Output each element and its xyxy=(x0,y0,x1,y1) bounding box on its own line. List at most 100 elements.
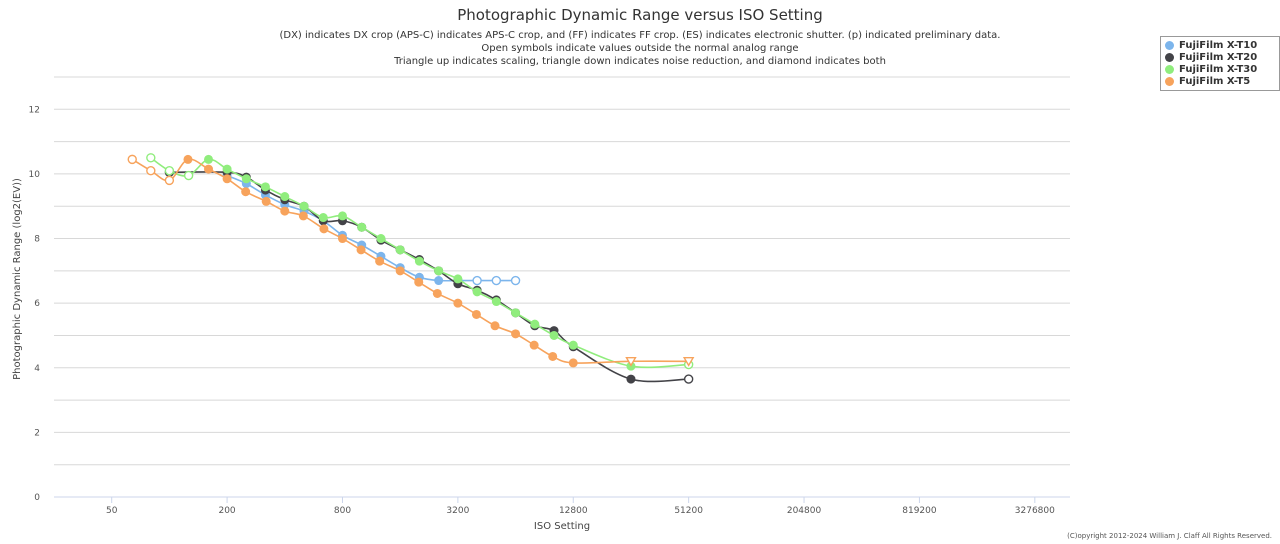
series-line xyxy=(131,158,689,364)
data-point xyxy=(395,245,405,255)
data-point-open xyxy=(164,175,175,186)
x-tick-label: 819200 xyxy=(902,506,937,516)
data-point xyxy=(395,266,405,276)
data-point-triangle xyxy=(625,357,637,367)
data-point xyxy=(414,256,424,266)
legend-item-x-t20[interactable]: FujiFilm X-T20 xyxy=(1165,51,1275,63)
x-axis-title: ISO Setting xyxy=(534,521,590,532)
legend-item-x-t10[interactable]: FujiFilm X-T10 xyxy=(1165,39,1275,51)
data-point xyxy=(298,211,308,221)
legend-label-x-t10: FujiFilm X-T10 xyxy=(1179,39,1258,51)
data-point xyxy=(471,309,481,319)
data-point xyxy=(490,321,500,331)
legend-label-x-t5: FujiFilm X-T5 xyxy=(1179,75,1251,87)
data-point xyxy=(260,182,270,192)
data-point xyxy=(357,222,367,232)
axes: 0 2 4 6 8 10 12 50 200 800 3200 12800 51200 204800 819… xyxy=(29,105,1056,516)
data-point xyxy=(434,266,444,276)
data-point xyxy=(414,277,424,287)
x-tick-label: 50 xyxy=(106,506,118,516)
data-point xyxy=(511,329,521,339)
data-point xyxy=(434,276,444,286)
x-tick-label: 3200 xyxy=(446,506,469,516)
data-point xyxy=(453,274,463,284)
data-point xyxy=(337,211,347,221)
legend-label-x-t30: FujiFilm X-T30 xyxy=(1179,63,1258,75)
chart-subtitle-line-1: (DX) indicates DX crop (APS-C) indicates… xyxy=(279,30,1001,41)
data-point xyxy=(432,288,442,298)
x-tick-label: 204800 xyxy=(787,506,822,516)
data-point-open xyxy=(183,170,194,181)
legend-label-x-t20: FujiFilm X-T20 xyxy=(1179,51,1258,63)
data-point-open xyxy=(146,153,156,163)
data-point xyxy=(511,308,521,318)
data-point xyxy=(376,234,386,244)
data-point xyxy=(204,154,214,164)
series-fujifilm-x-t30 xyxy=(146,153,694,371)
data-point-open xyxy=(683,374,694,384)
data-point xyxy=(319,224,329,234)
legend-item-x-t30[interactable]: FujiFilm X-T30 xyxy=(1165,63,1275,75)
y-axis-title: Photographic Dynamic Range (log2(EV)) xyxy=(12,178,23,380)
x-tick-label: 3276800 xyxy=(1015,506,1055,516)
chart-subtitle-line-3: Triangle up indicates scaling, triangle … xyxy=(394,56,886,67)
legend-swatch-x-t5 xyxy=(1165,76,1174,86)
data-point xyxy=(568,358,578,368)
y-tick-label: 6 xyxy=(34,299,40,309)
data-point-triangle xyxy=(682,357,695,367)
data-point xyxy=(530,319,540,329)
data-point xyxy=(529,340,539,350)
data-point-open xyxy=(472,275,482,286)
data-point xyxy=(241,174,251,184)
series-lines xyxy=(127,153,695,384)
chart-title: Photographic Dynamic Range versus ISO Se… xyxy=(457,6,823,24)
y-tick-label: 12 xyxy=(29,105,40,115)
data-point xyxy=(337,234,347,244)
data-point-open xyxy=(146,165,156,176)
data-point xyxy=(299,201,309,211)
data-point xyxy=(241,187,251,197)
series-line xyxy=(169,171,689,383)
chart-legend: FujiFilm X-T10 FujiFilm X-T20 FujiFilm X… xyxy=(1160,36,1280,91)
data-point xyxy=(549,330,559,340)
legend-swatch-x-t20 xyxy=(1165,52,1174,62)
data-point xyxy=(261,196,271,206)
y-tick-label: 8 xyxy=(34,235,40,245)
data-point xyxy=(280,192,290,202)
data-point-open xyxy=(164,165,175,176)
x-tick-label: 51200 xyxy=(674,506,703,516)
data-point-open xyxy=(491,275,502,286)
grid-lines xyxy=(54,76,1070,498)
series-fujifilm-x-t20 xyxy=(164,167,694,384)
legend-swatch-x-t10 xyxy=(1165,40,1174,50)
y-tick-label: 2 xyxy=(34,428,40,438)
data-point xyxy=(548,351,558,361)
data-point xyxy=(453,298,463,308)
data-point xyxy=(222,174,232,184)
x-tick-label: 200 xyxy=(218,506,235,516)
copyright-notice: (C)opyright 2012-2024 William J. Claff A… xyxy=(1067,532,1272,540)
legend-item-x-t5[interactable]: FujiFilm X-T5 xyxy=(1165,75,1275,87)
data-point-open xyxy=(127,154,137,165)
x-tick-label: 12800 xyxy=(559,506,588,516)
y-tick-label: 0 xyxy=(34,493,40,503)
legend-swatch-x-t30 xyxy=(1165,64,1174,74)
data-point-open xyxy=(510,275,521,286)
series-fujifilm-x-t5 xyxy=(127,154,695,368)
x-tick-label: 800 xyxy=(334,506,351,516)
data-point xyxy=(356,245,366,255)
data-point xyxy=(472,287,482,297)
y-tick-label: 10 xyxy=(29,170,41,180)
data-point xyxy=(183,154,193,164)
chart-subtitle-line-2: Open symbols indicate values outside the… xyxy=(481,43,799,54)
data-point xyxy=(318,213,328,223)
series-line xyxy=(226,174,516,282)
data-point xyxy=(375,256,385,266)
y-tick-label: 4 xyxy=(34,364,40,374)
data-point xyxy=(491,297,501,307)
data-point xyxy=(204,164,214,174)
data-point xyxy=(626,374,636,384)
data-point xyxy=(280,206,290,216)
data-point xyxy=(568,340,578,350)
